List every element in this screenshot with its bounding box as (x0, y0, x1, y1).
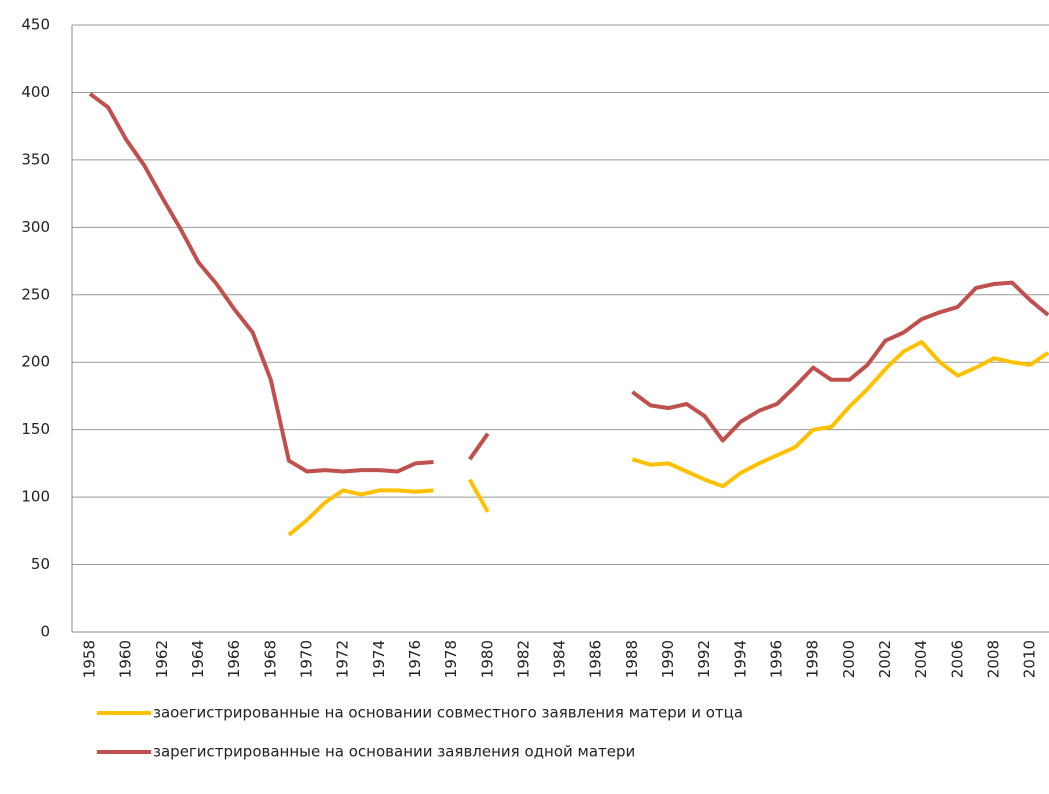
x-tick-label: 1972 (334, 640, 352, 678)
x-tick-label: 1970 (297, 640, 315, 678)
series-line (88, 92, 1049, 474)
x-tick-label: 2000 (840, 640, 858, 678)
x-tick-label: 1994 (731, 640, 749, 678)
x-tick-label: 1982 (514, 640, 532, 678)
y-tick-label: 450 (21, 16, 50, 34)
y-tick-label: 400 (21, 83, 50, 101)
x-tick-label: 2006 (948, 640, 966, 678)
x-tick-label: 1998 (804, 640, 822, 678)
x-tick-label: 1984 (551, 640, 569, 678)
x-tick-label: 1968 (261, 640, 279, 678)
x-tick-label: 2010 (1021, 640, 1039, 678)
series-line (287, 340, 1049, 537)
y-tick-label: 300 (21, 218, 50, 236)
x-tick-label: 1974 (370, 640, 388, 678)
y-tick-label: 350 (21, 150, 50, 168)
y-tick-label: 200 (21, 353, 50, 371)
x-tick-label: 1964 (189, 640, 207, 678)
y-tick-label: 50 (31, 555, 50, 573)
x-tick-label: 1990 (659, 640, 677, 678)
x-tick-label: 2008 (985, 640, 1003, 678)
x-tick-label: 1992 (695, 640, 713, 678)
x-tick-label: 2002 (876, 640, 894, 678)
x-tick-label: 1958 (81, 640, 99, 678)
x-tick-label: 1976 (406, 640, 424, 678)
y-tick-label: 0 (40, 623, 50, 641)
x-tick-label: 1966 (225, 640, 243, 678)
x-tick-label: 1988 (623, 640, 641, 678)
x-tick-label: 1996 (768, 640, 786, 678)
legend-label: зарегистрированные на основании заявлени… (153, 743, 635, 761)
x-tick-label: 1986 (587, 640, 605, 678)
x-tick-label: 1980 (478, 640, 496, 678)
x-tick-label: 2004 (912, 640, 930, 678)
x-tick-label: 1978 (442, 640, 460, 678)
y-tick-label: 150 (21, 420, 50, 438)
x-tick-label: 1962 (153, 640, 171, 678)
y-tick-label: 100 (21, 488, 50, 506)
legend-label: заоегистрированные на основании совместн… (153, 704, 743, 722)
y-tick-label: 250 (21, 285, 50, 303)
x-tick-label: 1960 (117, 640, 135, 678)
